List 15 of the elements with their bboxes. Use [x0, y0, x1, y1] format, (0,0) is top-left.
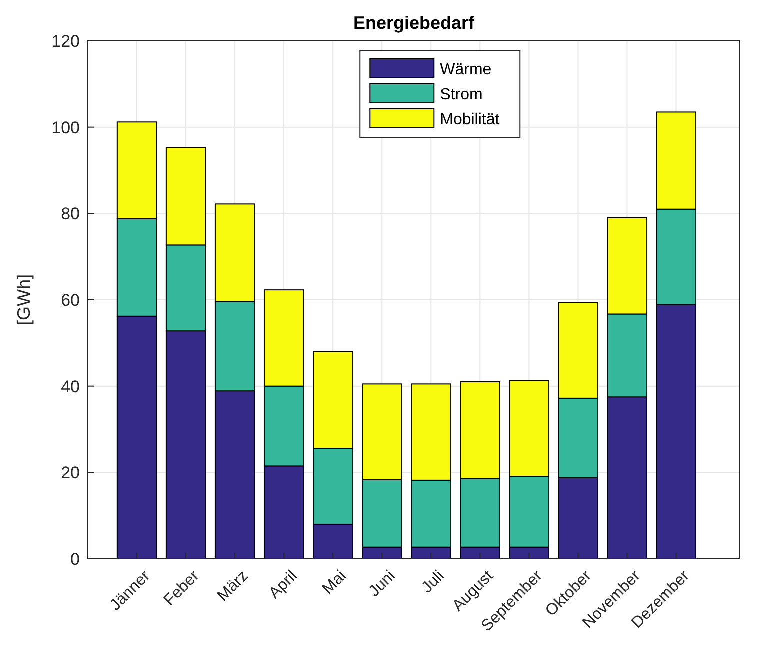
x-tick-label: Juli	[418, 568, 448, 597]
x-tick-label: Mai	[320, 568, 350, 598]
y-tick-label: 0	[70, 550, 80, 569]
legend-label: Strom	[440, 86, 483, 104]
y-tick-label: 120	[52, 32, 80, 51]
x-tick-label: Juni	[366, 568, 399, 601]
y-tick-label: 40	[61, 377, 80, 396]
y-axis-title: [GWh]	[14, 274, 34, 326]
legend-label: Mobilität	[440, 112, 500, 129]
y-tick-label: 100	[52, 118, 80, 138]
y-tick-label: 60	[61, 290, 80, 310]
legend-label: Wärme	[440, 62, 492, 79]
y-tick-label: 80	[61, 204, 80, 224]
chart-title: Energiebedarf	[353, 13, 476, 33]
y-tick-label: 20	[61, 464, 80, 483]
